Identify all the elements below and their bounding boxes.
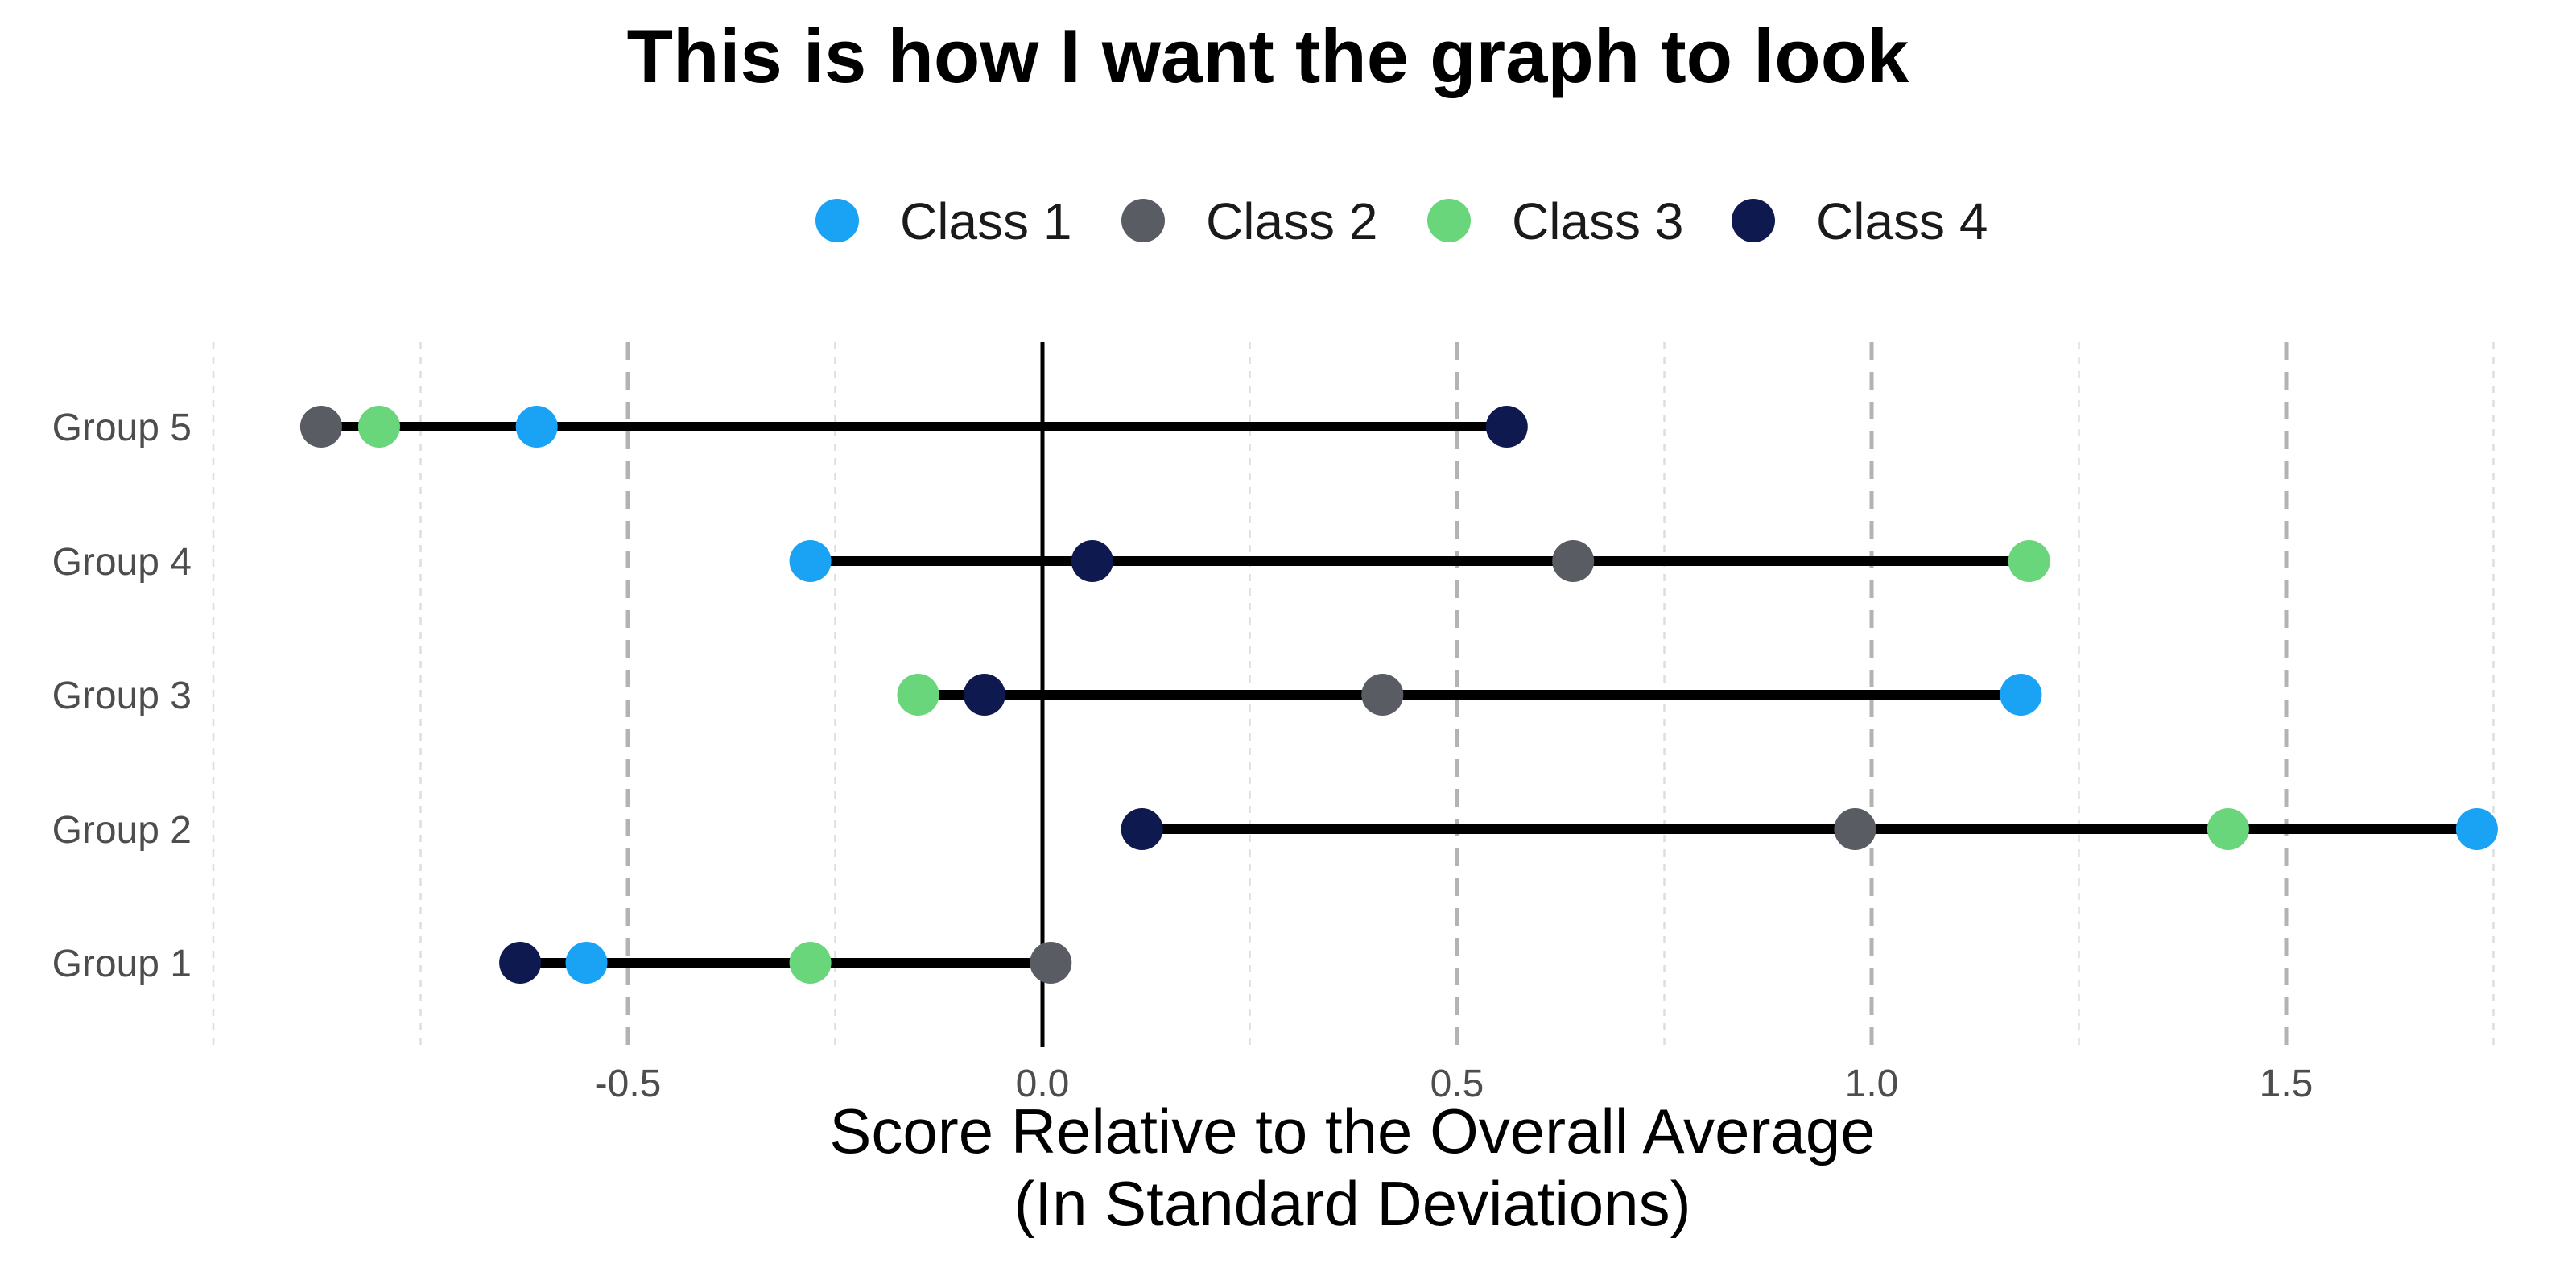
- point-group-2-class-1: [2455, 808, 2498, 850]
- point-group-1-class-4: [499, 942, 542, 984]
- chart-title: This is how I want the graph to look: [627, 14, 1910, 98]
- point-group-4-class-4: [1071, 540, 1113, 582]
- y-tick-labels: Group 1 Group 2 Group 3 Group 4 Group 5: [52, 407, 192, 985]
- x-tick-label: -0.5: [595, 1063, 662, 1105]
- x-tick-label: 1.0: [1845, 1063, 1899, 1105]
- x-tick-label: 1.5: [2260, 1063, 2314, 1105]
- point-group-3-class-4: [963, 674, 1005, 716]
- y-tick-label-group-2: Group 2: [52, 809, 192, 852]
- y-tick-label-group-5: Group 5: [52, 407, 192, 449]
- point-group-3-class-1: [2000, 674, 2042, 716]
- point-group-5-class-1: [515, 406, 558, 448]
- x-tick-label: 0.0: [1016, 1063, 1070, 1105]
- point-group-3-class-3: [897, 674, 939, 716]
- legend-label-class-2: Class 2: [1206, 192, 1377, 250]
- y-tick-label-group-1: Group 1: [52, 943, 192, 985]
- point-group-4-class-3: [2008, 540, 2050, 582]
- legend-key-class-2: [1121, 199, 1165, 242]
- point-group-2-class-2: [1834, 808, 1876, 850]
- data-points: [299, 406, 2498, 984]
- point-group-5-class-4: [1485, 406, 1528, 448]
- point-group-2-class-3: [2207, 808, 2249, 850]
- point-group-5-class-3: [358, 406, 400, 448]
- x-tick-labels: -0.5 0.0 0.5 1.0 1.5: [595, 1063, 2314, 1105]
- point-group-1-class-3: [789, 942, 832, 984]
- point-group-4-class-2: [1552, 540, 1595, 582]
- legend-key-class-4: [1732, 199, 1775, 242]
- point-group-1-class-1: [565, 942, 608, 984]
- x-tick-label: 0.5: [1430, 1063, 1484, 1105]
- x-axis-title-line-1: Score Relative to the Overall Average: [829, 1096, 1875, 1166]
- legend-label-class-4: Class 4: [1816, 192, 1988, 250]
- legend-label-class-1: Class 1: [900, 192, 1071, 250]
- y-tick-label-group-3: Group 3: [52, 675, 192, 717]
- y-tick-label-group-4: Group 4: [52, 541, 192, 584]
- legend-label-class-3: Class 3: [1512, 192, 1683, 250]
- point-group-5-class-2: [299, 406, 342, 448]
- point-group-3-class-2: [1361, 674, 1404, 716]
- legend-key-class-3: [1427, 199, 1471, 242]
- x-axis-title-line-2: (In Standard Deviations): [1013, 1168, 1690, 1239]
- point-group-4-class-1: [789, 540, 832, 582]
- legend: Class 1 Class 2 Class 3 Class 4: [815, 192, 1988, 250]
- legend-key-class-1: [815, 199, 859, 242]
- point-group-1-class-2: [1030, 942, 1072, 984]
- point-group-2-class-4: [1121, 808, 1163, 850]
